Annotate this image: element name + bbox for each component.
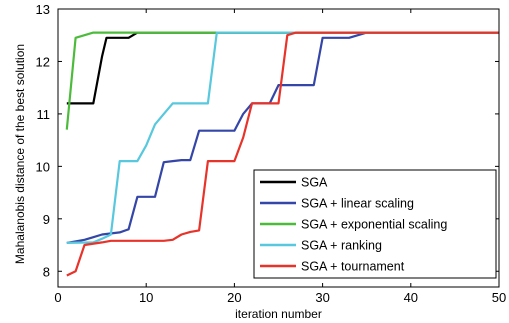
legend-label-2: SGA + exponential scaling: [301, 218, 447, 232]
legend-label-0: SGA: [301, 176, 328, 190]
y-axis: 8 9 10 11 12 13: [36, 2, 499, 279]
y-tick-label: 13: [36, 2, 50, 17]
legend-label-1: SGA + linear scaling: [301, 197, 414, 211]
x-tick-label: 30: [315, 290, 329, 305]
y-tick-label: 11: [37, 107, 51, 122]
y-tick-label: 8: [43, 264, 50, 279]
legend-label-3: SGA + ranking: [301, 239, 382, 253]
plot-frame: [57, 8, 500, 288]
y-tick-label: 9: [43, 212, 50, 227]
x-axis-label: iteration number: [235, 307, 322, 321]
legend: SGA SGA + linear scaling SGA + exponential…: [253, 169, 497, 279]
x-tick-label: 40: [404, 290, 418, 305]
x-tick-label: 0: [54, 290, 61, 305]
y-tick-label: 10: [36, 159, 50, 174]
y-axis-label: Mahalanobis distance of the best solutio…: [13, 44, 27, 264]
series-line-4: [66, 31, 499, 277]
x-tick-label: 50: [492, 290, 506, 305]
series-line-1: [66, 31, 499, 244]
y-tick-label: 12: [36, 54, 50, 69]
legend-label-4: SGA + tournament: [301, 260, 405, 274]
series-lines: [65, 31, 499, 277]
x-axis: 0 10 20 30 40 50: [54, 9, 506, 305]
series-line-3: [66, 31, 499, 244]
x-tick-label: 10: [139, 290, 153, 305]
x-tick-label: 20: [227, 290, 241, 305]
series-line-2: [65, 31, 499, 130]
